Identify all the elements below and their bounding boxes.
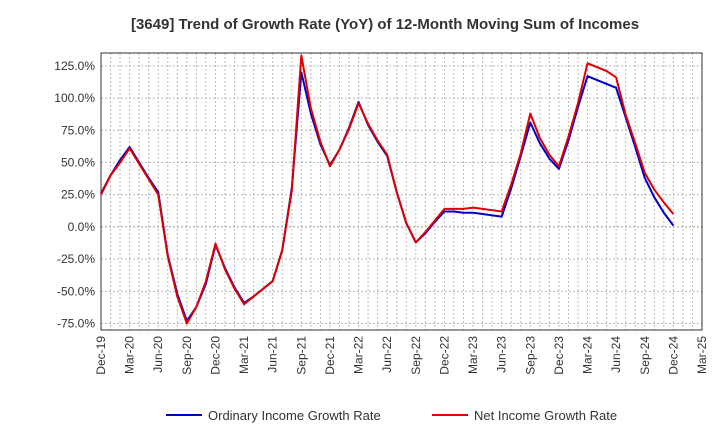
series-line-net-income [100,54,675,325]
y-tick-label: -50.0% [57,284,95,298]
legend-label: Ordinary Income Growth Rate [208,408,381,423]
x-tick-label: Jun-23 [495,336,509,373]
x-tick-label: Dec-23 [552,336,566,375]
y-axis: 125.0% 100.0% 75.0% 50.0% 25.0% 0.0% -25.0% -50… [54,59,95,331]
y-tick-label: -75.0% [57,317,95,331]
x-tick-label: Jun-21 [266,336,280,373]
x-tick-label: Mar-21 [237,336,251,374]
x-tick-label: Dec-22 [437,336,451,375]
legend: Ordinary Income Growth Rate Net Income Gr… [166,408,617,423]
series-lines [100,54,675,325]
x-tick-label: Dec-19 [94,336,108,375]
legend-label: Net Income Growth Rate [474,408,617,423]
x-tick-label: Jun-22 [380,336,394,373]
y-tick-label: 100.0% [54,91,95,105]
x-tick-label: Jun-24 [609,336,623,373]
plot-area [100,52,703,331]
x-tick-label: Mar-25 [695,336,709,374]
x-tick-label: Sep-23 [523,336,537,375]
y-tick-label: 25.0% [61,188,95,202]
x-tick-label: Dec-24 [666,336,680,375]
x-tick-label: Dec-21 [323,336,337,375]
y-tick-label: 125.0% [54,59,95,73]
x-tick-label: Mar-20 [123,336,137,374]
chart-title: [3649] Trend of Growth Rate (YoY) of 12-… [131,16,639,33]
x-tick-label: Mar-22 [352,336,366,374]
y-tick-label: 50.0% [61,156,95,170]
x-tick-label: Sep-22 [409,336,423,375]
x-tick-label: Mar-23 [466,336,480,374]
y-tick-label: 75.0% [61,123,95,137]
y-tick-label: 0.0% [68,220,96,234]
x-tick-label: Sep-21 [294,336,308,375]
x-tick-label: Jun-20 [151,336,165,373]
x-tick-label: Mar-24 [581,336,595,374]
y-tick-label: -25.0% [57,252,95,266]
x-tick-label: Sep-20 [180,336,194,375]
x-axis: Dec-19 Mar-20 Jun-20 Sep-20 Dec-20 Mar-21 Jun-… [94,336,709,375]
gridlines [101,53,702,330]
x-tick-label: Dec-20 [208,336,222,375]
x-tick-label: Sep-24 [638,336,652,375]
